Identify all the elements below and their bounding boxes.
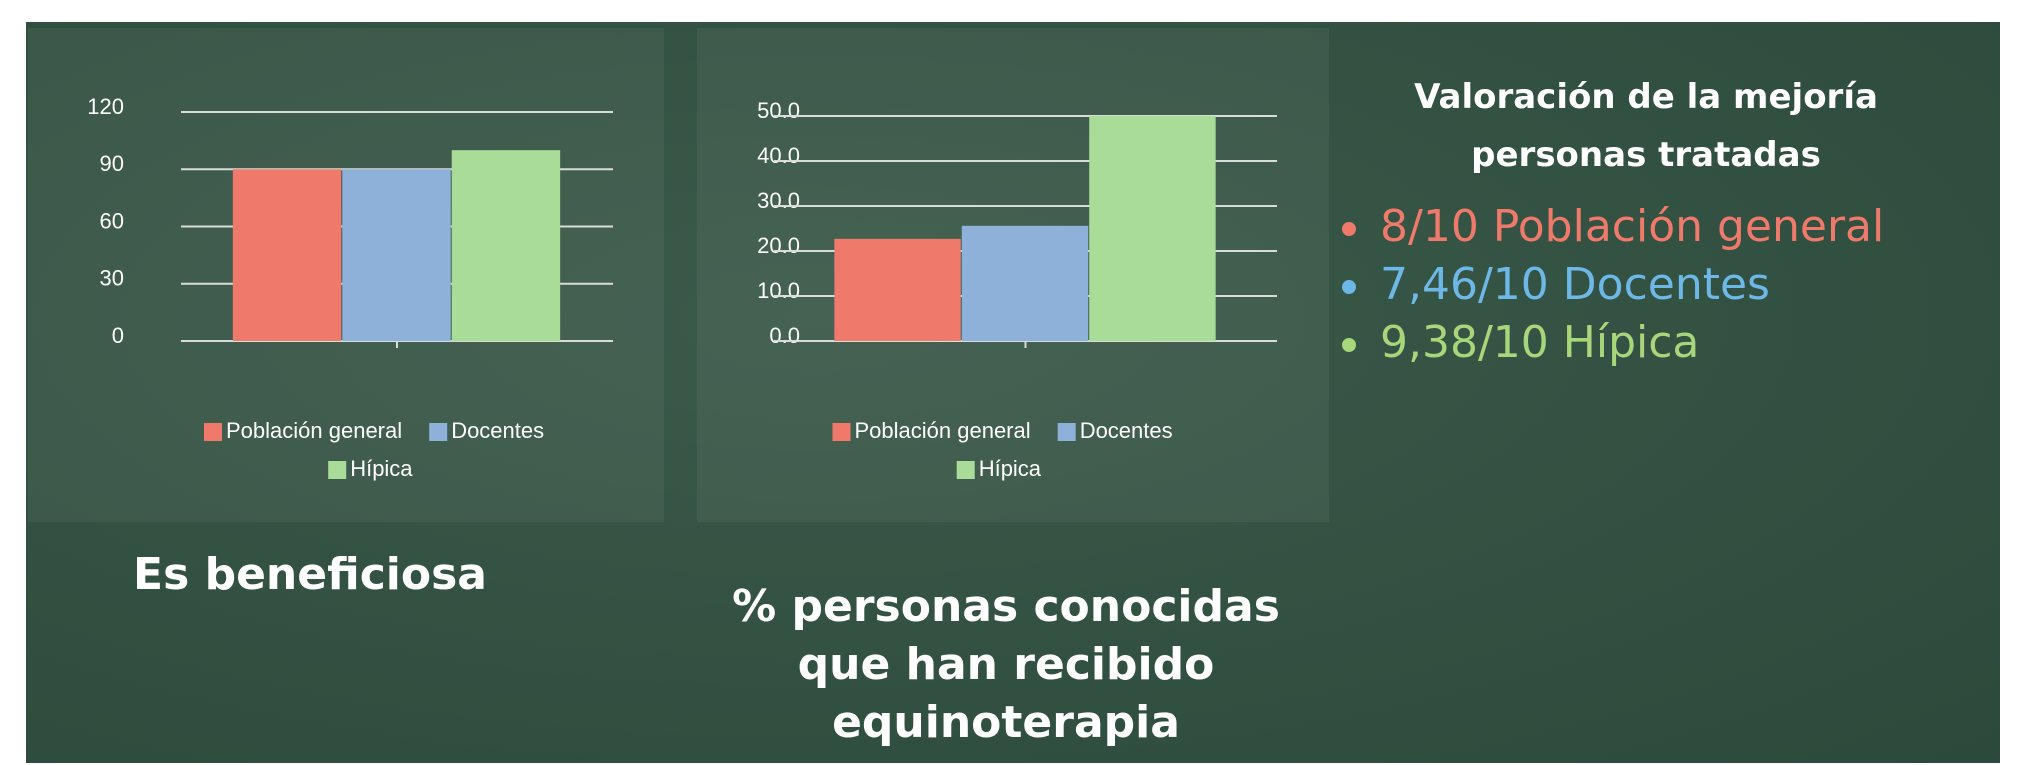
y-tick-label: 60 — [100, 208, 124, 233]
legend-swatch — [956, 461, 975, 479]
charts: 0 30 60 90 120 Población general Docentes Hípic… — [28, 28, 1329, 522]
bar — [342, 169, 451, 341]
bullet-list: 8/10 Población general 7,46/10 Docentes 9,… — [1342, 198, 1884, 372]
bullet-item: 7,46/10 Docentes — [1342, 256, 1884, 314]
bullet-text: 9,38/10 Hípica — [1380, 317, 1700, 368]
y-tick-label: 90 — [100, 151, 124, 176]
y-tick-label: 0.0 — [769, 323, 800, 348]
bullet-item: 8/10 Población general — [1342, 198, 1884, 256]
panel-title: Valoración de la mejoría personas tratad… — [1414, 77, 1878, 175]
y-tick-label: 40.0 — [757, 143, 800, 168]
legend-swatch — [429, 423, 448, 441]
bullet — [1342, 280, 1356, 294]
legend-label: Población general — [226, 418, 402, 443]
bullet — [1342, 222, 1356, 236]
legend-swatch — [204, 423, 222, 441]
legend-swatch — [832, 423, 851, 441]
y-tick-label: 0 — [112, 323, 124, 348]
legend-label: Hípica — [350, 456, 413, 481]
y-tick-label: 20.0 — [757, 233, 800, 258]
bullet-item: 9,38/10 Hípica — [1342, 314, 1884, 372]
y-tick-label: 30.0 — [757, 188, 800, 213]
chart-title: % personas conocidas que han recibido eq… — [732, 581, 1280, 748]
y-tick-label: 50.0 — [757, 98, 800, 123]
y-tick-label: 30 — [100, 266, 124, 291]
bullet — [1342, 338, 1356, 352]
bar — [961, 225, 1089, 341]
bar — [232, 169, 342, 341]
bar — [1089, 116, 1216, 341]
legend-label: Población general — [855, 418, 1031, 443]
legend-swatch — [1057, 423, 1076, 441]
legend-swatch — [328, 461, 347, 479]
y-tick-label: 120 — [87, 94, 124, 119]
legend-label: Docentes — [451, 418, 544, 443]
bullet-text: 7,46/10 Docentes — [1380, 259, 1770, 310]
bullet-text: 8/10 Población general — [1380, 201, 1885, 252]
legend-label: Docentes — [1080, 418, 1173, 443]
chart-title: Es beneficiosa — [133, 549, 487, 600]
bar — [451, 150, 561, 341]
chalkboard: 0 30 60 90 120 Población general Docentes Hípic… — [26, 22, 2000, 763]
bar — [834, 238, 961, 341]
legend-label: Hípica — [979, 456, 1042, 481]
y-tick-label: 10.0 — [757, 278, 800, 303]
